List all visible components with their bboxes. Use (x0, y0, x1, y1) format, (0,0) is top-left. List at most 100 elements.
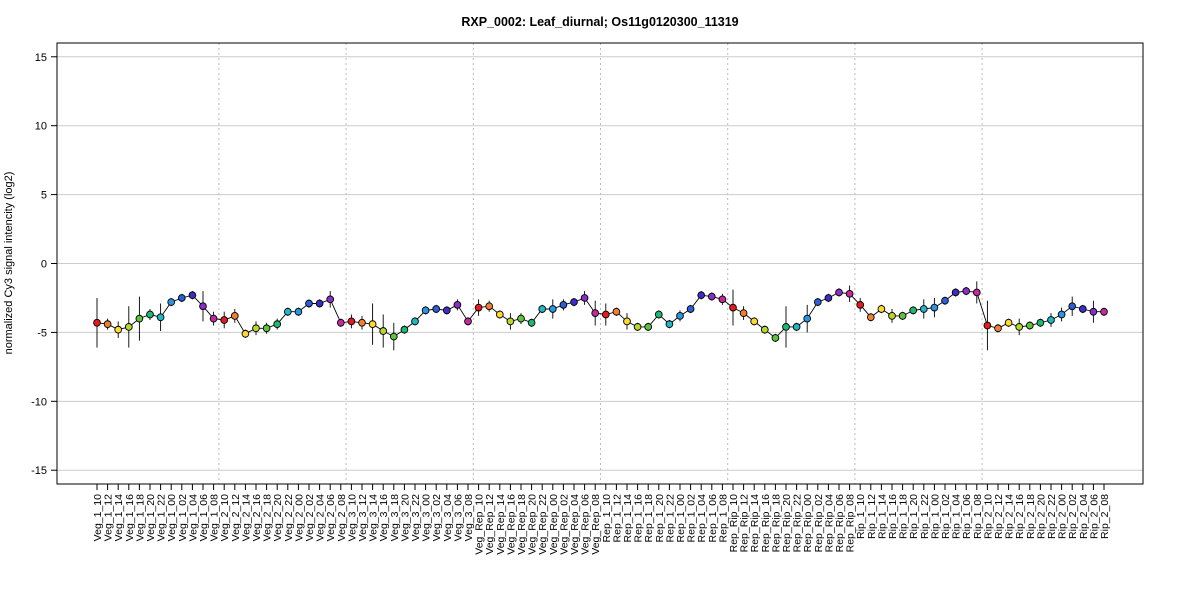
data-point (527, 318, 536, 327)
x-tick-label: Veg_1_02 (177, 494, 189, 541)
x-tick-label: Rip_1_10 (855, 494, 867, 539)
data-point (177, 294, 186, 302)
x-tick-label: Veg_3_22 (410, 494, 422, 541)
data-point (835, 288, 843, 297)
data-point (103, 320, 112, 328)
x-tick-label: Veg_1_22 (156, 494, 168, 541)
data-point (909, 306, 918, 315)
x-tick-label: Veg_2_04 (315, 494, 327, 541)
data-point (633, 323, 642, 331)
x-tick-label: Veg_Rep_06 (580, 494, 592, 555)
data-point (930, 303, 939, 312)
x-tick-label: Rip_1_00 (929, 494, 941, 539)
x-tick-label: Rep_Rip_02 (813, 494, 825, 553)
x-tick-label: Veg_2_14 (240, 494, 252, 541)
data-point (570, 298, 578, 306)
x-tick-label: Rip_2_14 (1004, 494, 1016, 539)
x-tick-label: Veg_Rep_02 (558, 494, 570, 555)
data-point (358, 318, 366, 327)
data-point (972, 288, 981, 297)
x-tick-label: Veg_1_18 (134, 494, 146, 541)
data-point (941, 296, 949, 305)
data-point (305, 299, 313, 308)
x-tick-label: Rep_1_08 (717, 494, 729, 543)
data-point (485, 302, 494, 311)
data-point (283, 307, 292, 316)
x-tick-label: Veg_Rep_14 (495, 494, 507, 555)
y-axis: -15 -10 -5 0 5 10 15 (31, 52, 57, 477)
x-tick-label: Veg_2_18 (262, 494, 274, 541)
data-point (538, 305, 547, 313)
x-tick-label: Veg_3_02 (431, 494, 443, 541)
x-tick-label: Rip_2_08 (1099, 494, 1111, 539)
x-tick-label: Veg_1_16 (124, 494, 136, 541)
x-tick-label: Rep_1_00 (675, 494, 687, 543)
x-tick-label: Veg_2_08 (336, 494, 348, 541)
x-tick-label: Veg_2_10 (219, 494, 231, 541)
data-point (336, 318, 345, 327)
data-point (93, 318, 101, 327)
y-tick-label: 15 (35, 52, 47, 64)
data-point (517, 314, 525, 323)
x-tick-label: Rip_1_20 (908, 494, 920, 539)
data-point (294, 307, 303, 316)
x-tick-label: Rep_Rip_20 (781, 494, 793, 553)
x-tick-label: Rep_Rip_00 (802, 494, 814, 553)
data-point (580, 294, 589, 302)
x-tick-label: Veg_3_12 (357, 494, 369, 541)
data-point (389, 332, 398, 341)
data-point (601, 310, 610, 319)
x-tick-label: Rip_1_22 (919, 494, 931, 539)
data-point (453, 300, 462, 309)
y-tick-label: -15 (31, 465, 47, 477)
data-point (220, 316, 229, 324)
data-point (379, 327, 388, 335)
x-tick-label: Rip_1_12 (866, 494, 878, 539)
data-point (495, 310, 504, 319)
x-tick-label: Veg_3_10 (346, 494, 358, 541)
data-point (877, 305, 886, 313)
x-tick-label: Rep_Rip_22 (792, 494, 804, 553)
x-tick-label: Veg_3_16 (378, 494, 390, 541)
data-point (697, 291, 706, 300)
x-tick-label: Rep_1_06 (707, 494, 719, 543)
data-point (1015, 323, 1024, 331)
data-point (114, 325, 123, 334)
data-point (1036, 318, 1045, 327)
data-point (782, 323, 790, 331)
x-tick-label: Rip_2_10 (982, 494, 994, 539)
x-tick-label: Rip_2_12 (993, 494, 1005, 539)
data-point (739, 309, 748, 317)
data-point (474, 303, 483, 312)
data-point (548, 305, 557, 313)
y-tick-label: 0 (41, 259, 47, 271)
x-axis: Veg_1_10Veg_1_12Veg_1_14Veg_1_16Veg_1_18… (92, 484, 1111, 555)
data-point (135, 314, 144, 323)
x-tick-label: Veg_1_06 (198, 494, 210, 541)
data-point (676, 312, 684, 320)
x-tick-label: Rip_1_04 (951, 494, 963, 539)
group-separators (218, 43, 983, 484)
data-point (1004, 318, 1013, 327)
x-tick-label: Rep_1_02 (686, 494, 698, 543)
x-tick-label: Veg_Rep_22 (537, 494, 549, 555)
data-point (866, 313, 875, 322)
x-tick-label: Rep_Rip_18 (770, 494, 782, 553)
data-point (729, 303, 737, 312)
x-tick-label: Rip_2_16 (1014, 494, 1026, 539)
x-tick-label: Rip_1_08 (972, 494, 984, 539)
data-point (1068, 302, 1077, 311)
data-point (951, 288, 960, 297)
series (93, 281, 1108, 351)
data-point (400, 325, 409, 334)
x-tick-label: Rep_Rip_14 (749, 494, 761, 553)
data-point (442, 306, 451, 315)
x-tick-label: Veg_3_04 (442, 494, 454, 541)
x-tick-label: Veg_3_20 (399, 494, 411, 541)
data-point (983, 321, 992, 330)
data-point (506, 317, 515, 326)
x-tick-label: Veg_1_04 (187, 494, 199, 541)
data-point (623, 317, 631, 326)
x-tick-label: Veg_1_10 (92, 494, 104, 541)
